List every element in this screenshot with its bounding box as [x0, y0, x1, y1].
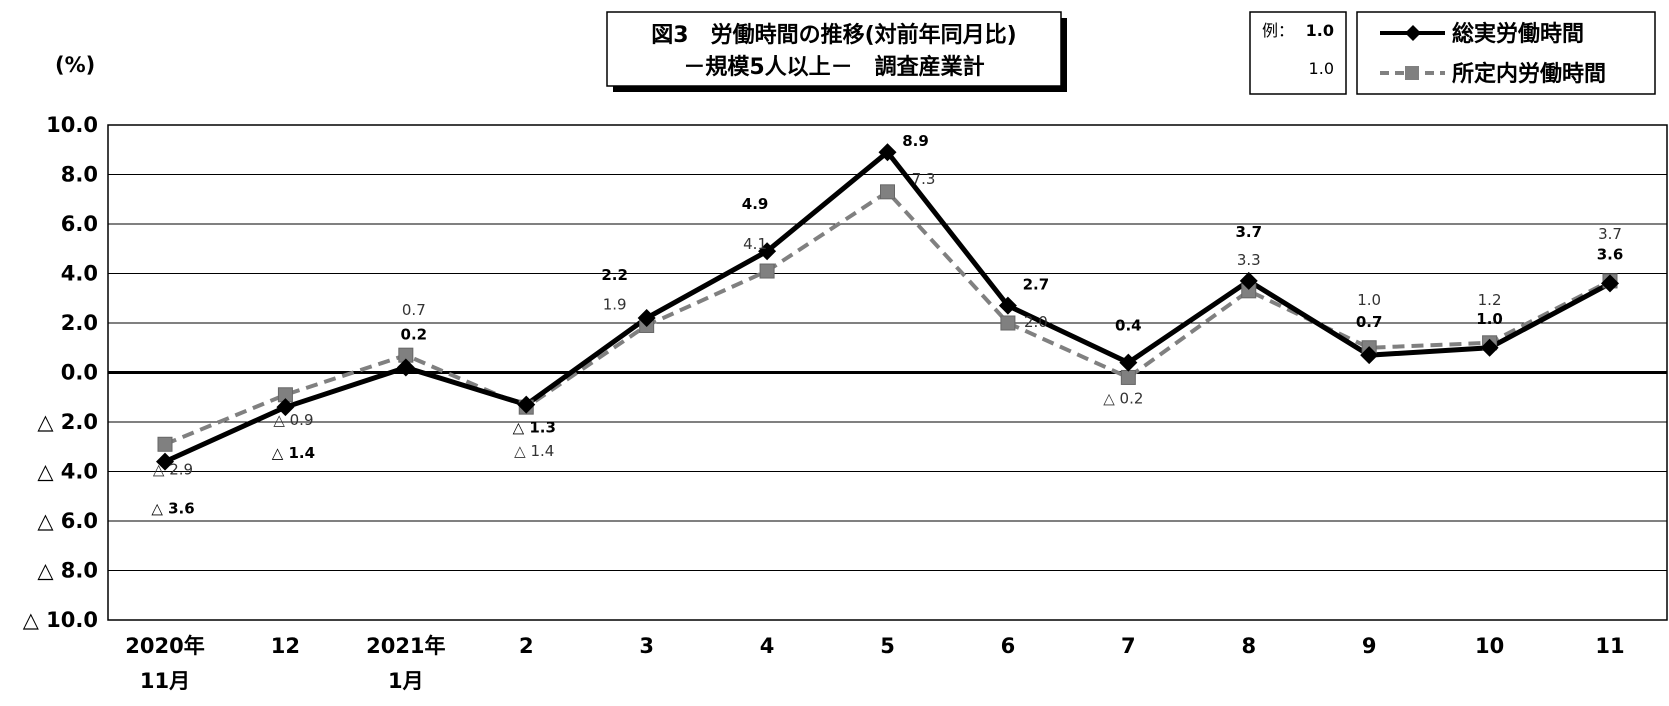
x-tick-label: 6	[1001, 634, 1016, 658]
marker-scheduled	[759, 263, 775, 279]
y-tick-label: △ 4.0	[37, 460, 98, 484]
x-tick-label: 11	[1595, 634, 1624, 658]
marker-scheduled	[1120, 369, 1136, 385]
legend-marker-square	[1405, 66, 1419, 80]
x-tick-label: 8	[1241, 634, 1256, 658]
data-label-scheduled: 1.0	[1357, 291, 1381, 309]
data-label-total: 8.9	[902, 132, 929, 150]
marker-total	[396, 358, 415, 377]
y-tick-label: △ 8.0	[37, 559, 98, 583]
x-tick-label: 7	[1121, 634, 1136, 658]
data-label-scheduled: △ 2.9	[153, 460, 193, 478]
x-tick-label-line2: 1月	[388, 669, 424, 693]
data-label-scheduled: 3.3	[1237, 251, 1261, 269]
marker-total	[1119, 353, 1138, 372]
x-tick-label: 4	[760, 634, 775, 658]
data-label-scheduled: 0.7	[402, 301, 426, 319]
data-label-scheduled: 1.9	[603, 295, 627, 313]
data-label-total: 0.2	[401, 326, 428, 344]
data-label-total: 0.7	[1356, 313, 1383, 331]
marker-total	[1601, 274, 1619, 293]
x-tick-label: 5	[880, 634, 895, 658]
chart-title: 図3 労働時間の推移(対前年同月比)	[651, 22, 1016, 48]
x-tick-label: 2020年	[125, 634, 204, 658]
data-label-scheduled: △ 0.9	[273, 411, 313, 429]
series-group	[156, 143, 1619, 471]
y-tick-label: 4.0	[61, 262, 98, 286]
marker-total	[637, 309, 656, 328]
data-label-scheduled: 7.3	[912, 170, 936, 188]
example-prefix: 例：	[1262, 21, 1294, 40]
x-tick-label: 10	[1475, 634, 1504, 658]
marker-total	[878, 143, 897, 162]
marker-total	[156, 452, 174, 471]
data-label-total: 2.7	[1023, 276, 1050, 294]
data-label-scheduled: 2.0	[1024, 313, 1048, 331]
data-label-total: 1.0	[1476, 310, 1503, 328]
marker-total	[1360, 346, 1379, 365]
data-label-scheduled: △ 0.2	[1103, 389, 1143, 407]
data-label-total: △ 1.4	[272, 444, 315, 462]
label-example-box: 例： 1.0 1.0	[1249, 11, 1347, 95]
marker-scheduled	[880, 184, 895, 200]
data-label-total: 0.4	[1115, 317, 1142, 335]
marker-total	[276, 398, 295, 417]
data-label-total: 3.7	[1235, 223, 1262, 241]
example-scheduled: 1.0	[1309, 59, 1334, 78]
data-label-total: 2.2	[601, 266, 628, 284]
data-label-scheduled: △ 1.4	[514, 442, 554, 460]
legend-label-scheduled: 所定内労働時間	[1452, 61, 1606, 87]
marker-total	[517, 395, 536, 414]
x-tick-label: 2	[519, 634, 534, 658]
marker-scheduled	[157, 436, 173, 452]
x-axis-ticks: 2020年 11月 12 2021年 1月 2 3 4 5 6 7 8 9 10 11	[125, 634, 1624, 693]
x-tick-label: 9	[1362, 634, 1377, 658]
example-total: 1.0	[1306, 21, 1334, 40]
grid	[107, 124, 1668, 621]
y-tick-label: △ 10.0	[23, 608, 98, 632]
marker-total	[1480, 338, 1499, 357]
x-tick-label: 12	[271, 634, 300, 658]
x-tick-label: 2021年	[366, 634, 445, 658]
series-line-scheduled	[164, 189, 1611, 447]
chart-subtitle: －規模5人以上－ 調査産業計	[683, 54, 984, 80]
y-tick-label: 2.0	[61, 311, 98, 335]
data-labels: △ 3.6 △ 1.4 0.2 △ 1.3 2.2 4.9 8.9 2.7 0.4 3.7 0.7 1…	[151, 132, 1623, 517]
data-label-scheduled: 4.1	[743, 235, 767, 253]
y-tick-label: 8.0	[61, 163, 98, 187]
y-tick-label: 10.0	[46, 113, 98, 137]
data-label-total: △ 1.3	[513, 419, 556, 437]
y-axis-unit: (%)	[55, 53, 95, 77]
y-axis-ticks: 10.0 8.0 6.0 4.0 2.0 0.0 △ 2.0 △ 4.0 △ 6.0 △ 8.0 △…	[23, 113, 98, 632]
data-label-total: 3.6	[1597, 245, 1624, 263]
y-tick-label: △ 2.0	[37, 410, 98, 434]
marker-total	[998, 296, 1017, 315]
y-tick-label: 0.0	[61, 361, 98, 385]
data-label-total: 4.9	[742, 195, 769, 213]
x-tick-label: 3	[639, 634, 654, 658]
marker-total	[1239, 271, 1258, 290]
y-tick-label: △ 6.0	[37, 509, 98, 533]
data-label-scheduled: 1.2	[1478, 291, 1502, 309]
marker-total	[758, 242, 777, 261]
legend: 総実労働時間 所定内労働時間	[1356, 11, 1656, 95]
legend-marker-diamond	[1405, 25, 1421, 41]
x-tick-label-line2: 11月	[140, 669, 190, 693]
marker-scheduled	[1000, 315, 1016, 331]
title-box: 図3 労働時間の推移(対前年同月比) －規模5人以上－ 調査産業計	[606, 11, 1067, 92]
legend-label-total: 総実労働時間	[1452, 21, 1584, 47]
y-tick-label: 6.0	[61, 212, 98, 236]
data-label-total: △ 3.6	[151, 500, 194, 518]
data-label-scheduled: 3.7	[1598, 225, 1622, 243]
